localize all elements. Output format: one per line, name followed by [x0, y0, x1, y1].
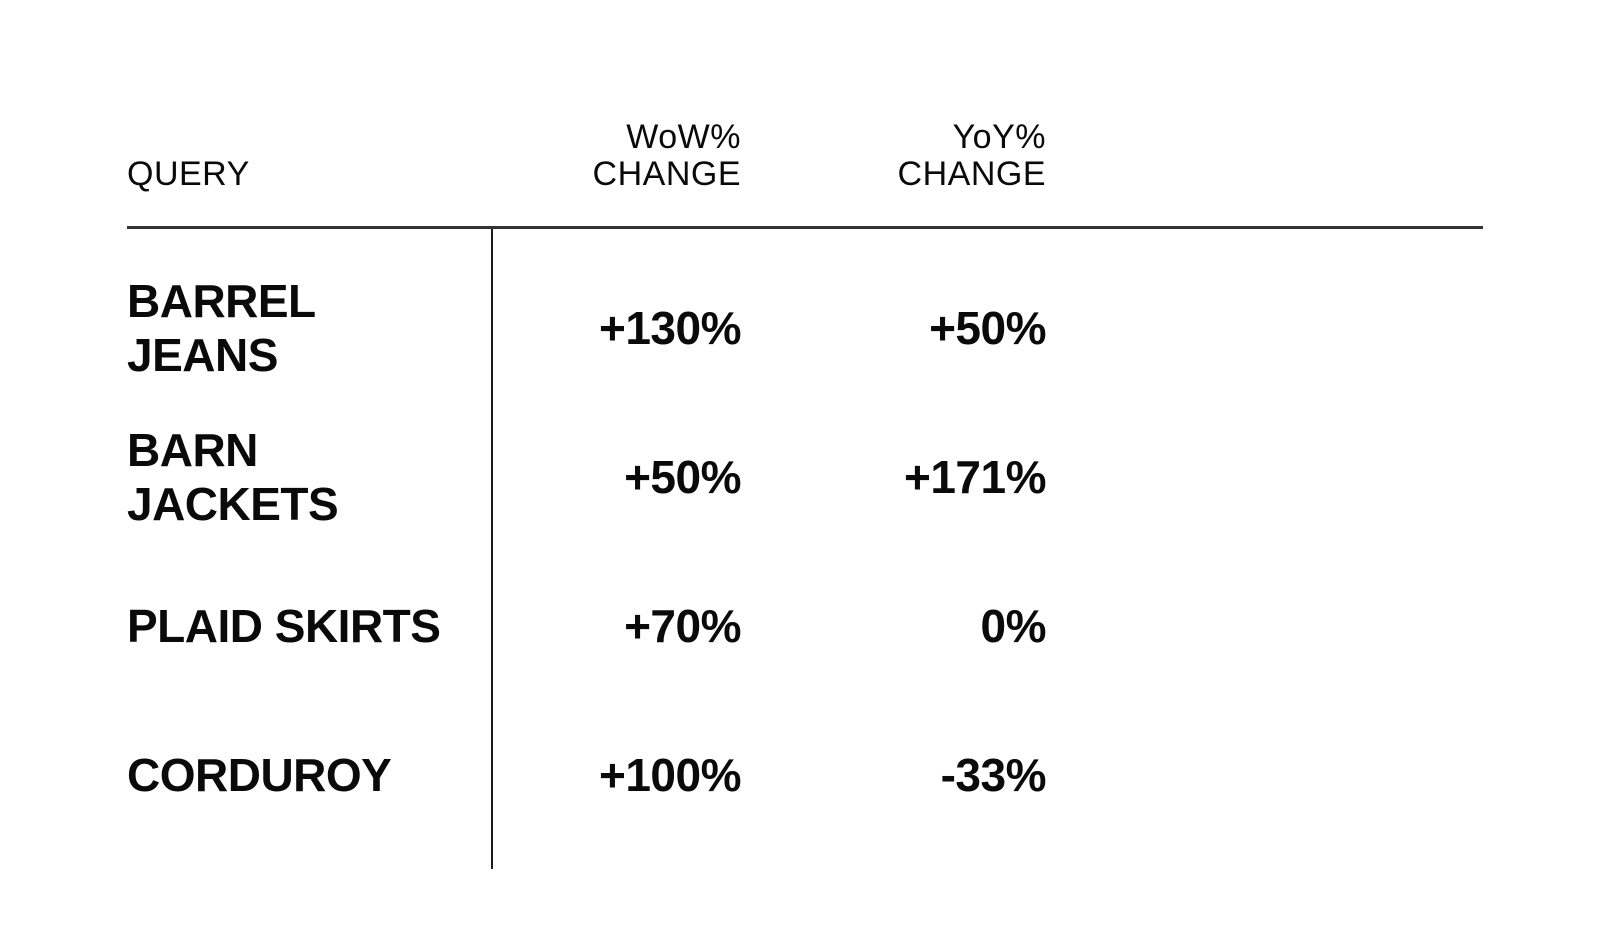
yoy-change-cell: -33% [940, 748, 1047, 801]
query-cell: PLAID SKIRTS [127, 599, 441, 652]
table-header-row: QUERY WoW% CHANGE YoY% CHANGE [127, 0, 1483, 229]
table-row: CORDUROY +100% -33% [127, 700, 1483, 849]
wow-change-cell: +70% [624, 599, 741, 652]
table-body: BARREL JEANS +130% +50% BARN JACKETS +50… [127, 229, 1483, 869]
column-header-yoy-line1: YoY% [952, 117, 1046, 156]
column-header-wow-line1: WoW% [626, 117, 741, 156]
table-row: BARN JACKETS +50% +171% [127, 402, 1483, 551]
column-header-wow-line2: CHANGE [592, 154, 741, 193]
yoy-change-cell: +171% [903, 450, 1047, 503]
wow-change-cell: +50% [624, 450, 741, 503]
table-row: PLAID SKIRTS +70% 0% [127, 551, 1483, 700]
wow-change-cell: +130% [598, 301, 742, 354]
column-header-yoy-change: YoY% CHANGE [741, 117, 1046, 193]
trend-table: QUERY WoW% CHANGE YoY% CHANGE BARREL JEA… [127, 0, 1483, 869]
wow-change-cell: +100% [598, 748, 742, 801]
vertical-divider [491, 229, 493, 869]
query-cell: BARN JACKETS [127, 423, 339, 530]
yoy-change-cell: 0% [980, 599, 1047, 652]
query-cell: BARREL JEANS [127, 274, 315, 381]
query-cell: CORDUROY [127, 748, 392, 801]
column-header-yoy-line2: CHANGE [897, 154, 1046, 193]
column-header-wow-change: WoW% CHANGE [492, 117, 741, 193]
column-header-query: QUERY [127, 154, 250, 193]
yoy-change-cell: +50% [929, 301, 1046, 354]
table-row: BARREL JEANS +130% +50% [127, 253, 1483, 402]
